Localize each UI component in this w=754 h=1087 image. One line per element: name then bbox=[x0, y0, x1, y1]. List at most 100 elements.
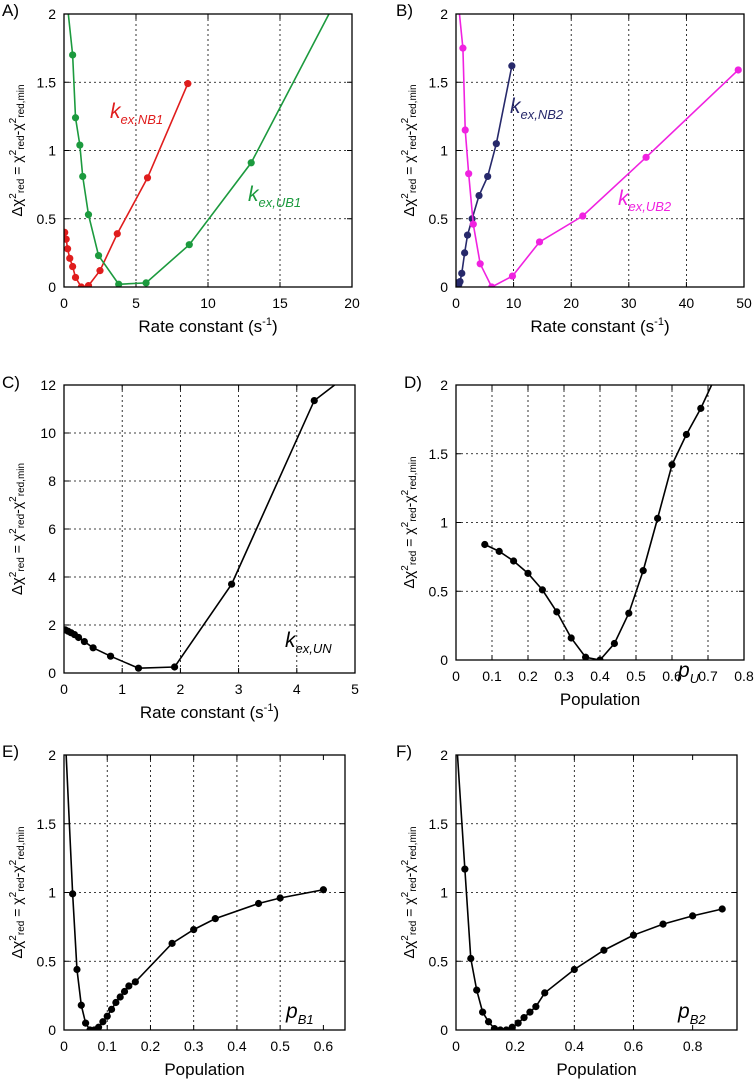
data-point bbox=[458, 269, 466, 277]
series-p_B2 bbox=[456, 755, 726, 1030]
data-point bbox=[718, 905, 726, 913]
y-tick-label: 0.5 bbox=[429, 583, 449, 599]
x-tick-label: 0.7 bbox=[698, 668, 718, 684]
data-point bbox=[689, 912, 697, 920]
y-tick-label: 0 bbox=[440, 279, 448, 295]
x-tick-label: 0 bbox=[452, 1038, 460, 1054]
data-point bbox=[508, 1023, 516, 1030]
y-tick-label: 6 bbox=[48, 521, 56, 537]
x-axis-label: Rate constant (s-1) bbox=[530, 316, 669, 336]
y-tick-label: 0.5 bbox=[429, 211, 449, 227]
y-tick-label: 0 bbox=[48, 1022, 56, 1038]
data-point bbox=[492, 140, 500, 148]
y-axis-label: Δχ2red = χ2red-χ2red,min bbox=[400, 456, 419, 588]
x-tick-label: 1 bbox=[118, 681, 126, 697]
series-k_ex,UB2 bbox=[458, 14, 742, 287]
x-tick-label: 3 bbox=[235, 681, 243, 697]
data-point bbox=[495, 547, 503, 555]
x-tick-label: 0.4 bbox=[227, 1038, 247, 1054]
series-label: kex,NB1 bbox=[110, 100, 163, 127]
data-point bbox=[570, 965, 578, 974]
chart-panel-2: 0 10 20 30 40 50 0 0.5 1 1.5 2 kex,NB2 kex,UB2 B) Rate… bbox=[396, 1, 752, 336]
data-point bbox=[596, 656, 604, 660]
series-label: kex,UB2 bbox=[618, 187, 672, 214]
data-point bbox=[535, 238, 544, 246]
data-point bbox=[629, 931, 638, 939]
data-point bbox=[211, 915, 219, 923]
chart-panel-6: 0 0.2 0.4 0.6 0.8 0 0.5 1 1.5 2 pB2 F) Population Δχ2… bbox=[396, 742, 738, 1079]
data-point bbox=[77, 1001, 85, 1009]
x-tick-label: 0 bbox=[60, 1038, 68, 1054]
data-point bbox=[481, 540, 489, 549]
series-k_ex,UB1 bbox=[67, 14, 330, 287]
x-tick-label: 0 bbox=[452, 295, 460, 311]
data-point bbox=[80, 637, 88, 646]
x-tick-label: 5 bbox=[132, 295, 140, 311]
series-label: kex,NB2 bbox=[510, 95, 564, 122]
series-k_ex,NB2 bbox=[456, 62, 516, 287]
y-tick-label: 1 bbox=[440, 885, 448, 901]
y-tick-label: 0 bbox=[440, 652, 448, 668]
series-line bbox=[65, 755, 324, 1030]
data-point bbox=[170, 663, 179, 671]
data-point bbox=[654, 514, 662, 522]
x-tick-label: 50 bbox=[736, 295, 752, 311]
data-point bbox=[473, 986, 481, 994]
data-point bbox=[475, 191, 483, 200]
series-line bbox=[458, 14, 739, 287]
series-line bbox=[484, 385, 713, 660]
x-tick-label: 0.2 bbox=[518, 668, 538, 684]
series-p_B1 bbox=[65, 755, 327, 1030]
y-tick-label: 12 bbox=[40, 377, 56, 393]
x-tick-label: 0.6 bbox=[314, 1038, 334, 1054]
data-point bbox=[190, 926, 198, 934]
data-point bbox=[134, 664, 143, 672]
x-axis-label: Population bbox=[164, 1060, 244, 1079]
panel-label: A) bbox=[2, 1, 19, 20]
data-point bbox=[69, 890, 77, 898]
panel-label: B) bbox=[396, 1, 413, 20]
x-tick-label: 0.4 bbox=[590, 668, 610, 684]
x-tick-label: 0.2 bbox=[505, 1038, 525, 1054]
data-point bbox=[319, 886, 327, 894]
data-point bbox=[490, 1025, 499, 1030]
data-point bbox=[467, 954, 475, 963]
data-point bbox=[64, 245, 72, 253]
data-point bbox=[71, 273, 80, 282]
data-point bbox=[734, 66, 742, 74]
data-point bbox=[74, 633, 83, 642]
data-point bbox=[476, 260, 484, 268]
y-tick-label: 2 bbox=[440, 6, 448, 22]
data-point bbox=[228, 580, 236, 588]
x-tick-label: 0.2 bbox=[141, 1038, 161, 1054]
data-point bbox=[532, 1003, 540, 1011]
x-tick-label: 0 bbox=[60, 681, 68, 697]
data-point bbox=[484, 1018, 493, 1026]
data-point bbox=[254, 899, 263, 908]
data-point bbox=[465, 170, 473, 178]
data-point bbox=[84, 282, 93, 287]
y-tick-label: 0.5 bbox=[429, 953, 449, 969]
x-tick-label: 0.6 bbox=[662, 668, 682, 684]
data-point bbox=[103, 1012, 111, 1020]
data-point bbox=[184, 80, 192, 88]
plot-frame bbox=[63, 384, 356, 674]
plot-frame bbox=[455, 13, 745, 288]
chart-panel-5: 0 0.1 0.2 0.3 0.4 0.5 0.6 0 0.5 1 1.5 2 pB1 E) Populat… bbox=[2, 742, 346, 1079]
x-tick-label: 0 bbox=[452, 668, 460, 684]
data-point bbox=[484, 172, 492, 181]
panel-annotation: pB1 bbox=[285, 1000, 314, 1027]
data-point bbox=[64, 228, 69, 236]
data-point bbox=[520, 1014, 528, 1022]
data-point bbox=[64, 235, 70, 243]
data-point bbox=[66, 254, 74, 262]
data-point bbox=[538, 586, 547, 594]
y-tick-label: 4 bbox=[48, 569, 56, 585]
data-point bbox=[168, 939, 176, 947]
x-tick-label: 2 bbox=[177, 681, 185, 697]
y-axis-label: Δχ2red = χ2red-χ2red,min bbox=[8, 826, 27, 958]
panel-annotation: pU bbox=[677, 659, 700, 686]
data-point bbox=[496, 1026, 504, 1030]
x-tick-label: 0.5 bbox=[626, 668, 646, 684]
data-point bbox=[71, 114, 80, 122]
